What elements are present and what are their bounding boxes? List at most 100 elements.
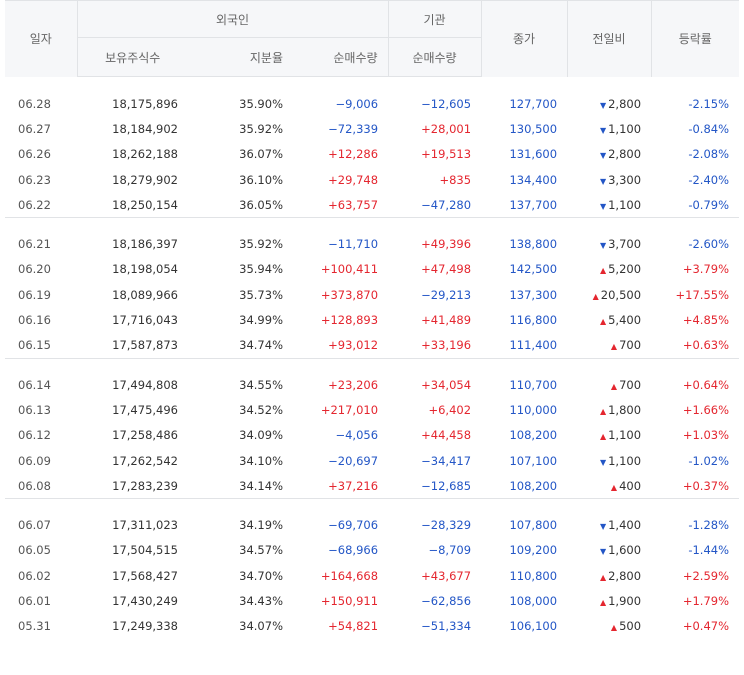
cell-date: 06.26	[18, 147, 51, 162]
cell-close: 111,400	[509, 338, 558, 353]
cell-change: ▼ 3,700	[567, 231, 651, 256]
table-row: 06.16 17,716,043 34.99% +128,893 +41,489 116,…	[5, 307, 739, 332]
cell-holding: 17,568,427	[112, 568, 178, 583]
cell-foreign-net: +23,206	[328, 377, 379, 392]
arrow-down-icon: ▼	[599, 201, 607, 211]
cell-rate: +0.63%	[682, 338, 730, 353]
cell-holding: 17,430,249	[112, 593, 178, 608]
cell-change-value: 500	[619, 619, 642, 634]
cell-ratio: 36.07%	[239, 147, 283, 162]
cell-holding: 18,186,397	[112, 237, 178, 252]
cell-change: ▲ 400	[567, 473, 651, 499]
cell-foreign-net: −69,706	[328, 518, 379, 533]
arrow-down-icon: ▼	[599, 457, 607, 467]
cell-date: 06.15	[18, 338, 51, 353]
arrow-up-icon: ▲	[599, 406, 607, 416]
cell-foreign-net: +93,012	[328, 338, 379, 353]
cell-change-value: 1,100	[608, 121, 642, 136]
cell-change-value: 700	[619, 377, 642, 392]
cell-holding: 17,494,808	[112, 377, 178, 392]
cell-ratio: 34.99%	[239, 313, 283, 328]
cell-change: ▲ 2,800	[567, 563, 651, 588]
col-rate-header: 등락률	[650, 0, 740, 77]
cell-inst-net: −12,685	[421, 478, 472, 493]
cell-change: ▼ 1,100	[567, 192, 651, 218]
cell-foreign-net: +100,411	[320, 262, 379, 277]
cell-change: ▼ 1,600	[567, 538, 651, 563]
col-inst-net-header: 순매수량	[387, 37, 482, 77]
cell-inst-net: −62,856	[421, 593, 472, 608]
cell-ratio: 34.55%	[239, 377, 283, 392]
cell-rate: +4.85%	[682, 313, 730, 328]
cell-ratio: 34.43%	[239, 593, 283, 608]
cell-close: 130,500	[509, 121, 558, 136]
cell-date: 06.16	[18, 313, 51, 328]
table-row: 06.15 17,587,873 34.74% +93,012 +33,196 111,4…	[5, 333, 739, 359]
cell-change: ▼ 2,800	[567, 91, 651, 116]
cell-ratio: 35.94%	[239, 262, 283, 277]
cell-change-value: 3,700	[608, 237, 642, 252]
cell-foreign-net: −11,710	[328, 237, 379, 252]
cell-inst-net: +44,458	[421, 428, 472, 443]
cell-date: 06.12	[18, 428, 51, 443]
cell-holding: 18,279,902	[112, 172, 178, 187]
arrow-up-icon: ▲	[610, 482, 618, 492]
cell-holding: 17,249,338	[112, 619, 178, 634]
group-separator	[5, 357, 740, 372]
cell-close: 142,500	[509, 262, 558, 277]
cell-ratio: 34.74%	[239, 338, 283, 353]
cell-foreign-net: −20,697	[328, 453, 379, 468]
investor-trading-table-wrapper: 일자 외국인 기관 종가 전일비 등락률 보유주식수 지분율 순매수량 순매수량…	[5, 0, 740, 653]
arrow-up-icon: ▲	[610, 623, 618, 633]
table-row: 06.07 17,311,023 34.19% −69,706 −28,329 107,8…	[5, 512, 739, 537]
cell-rate: -1.28%	[688, 518, 730, 533]
arrow-down-icon: ▼	[599, 241, 607, 251]
col-group-institution: 기관	[387, 0, 482, 38]
cell-foreign-net: +12,286	[328, 147, 379, 162]
cell-change-value: 1,400	[608, 518, 642, 533]
cell-foreign-net: +373,870	[320, 287, 379, 302]
cell-change: ▼ 3,300	[567, 167, 651, 192]
cell-rate: -0.79%	[688, 197, 730, 212]
cell-rate: +1.03%	[682, 428, 730, 443]
table-row: 06.09 17,262,542 34.10% −20,697 −34,417 107,1…	[5, 448, 739, 473]
cell-date: 05.31	[18, 619, 51, 634]
cell-inst-net: −29,213	[421, 287, 472, 302]
cell-inst-net: +49,396	[421, 237, 472, 252]
cell-ratio: 35.90%	[239, 96, 283, 111]
cell-inst-net: +28,001	[421, 121, 472, 136]
cell-holding: 17,258,486	[112, 428, 178, 443]
table-body: 06.28 18,175,896 35.90% −9,006 −12,605 127,70…	[5, 77, 740, 653]
cell-holding: 17,262,542	[112, 453, 178, 468]
cell-ratio: 34.57%	[239, 543, 283, 558]
cell-change: ▼ 2,800	[567, 142, 651, 167]
col-holding-header: 보유주식수	[76, 37, 188, 77]
cell-close: 138,800	[509, 237, 558, 252]
cell-inst-net: −51,334	[421, 619, 472, 634]
cell-close: 116,800	[509, 313, 558, 328]
cell-inst-net: +33,196	[421, 338, 472, 353]
cell-rate: +1.79%	[682, 593, 730, 608]
cell-close: 108,200	[509, 428, 558, 443]
cell-close: 108,000	[509, 593, 558, 608]
cell-inst-net: −12,605	[421, 96, 472, 111]
cell-rate: +2.59%	[682, 568, 730, 583]
cell-rate: -2.08%	[688, 147, 730, 162]
cell-date: 06.22	[18, 197, 51, 212]
cell-close: 131,600	[509, 147, 558, 162]
cell-date: 06.28	[18, 96, 51, 111]
col-group-foreign: 외국인	[76, 0, 389, 38]
cell-date: 06.08	[18, 478, 51, 493]
table-row: 06.27 18,184,902 35.92% −72,339 +28,001 130,5…	[5, 116, 739, 141]
col-ratio-header: 지분율	[188, 37, 293, 77]
table-row: 06.02 17,568,427 34.70% +164,668 +43,677 110,…	[5, 563, 739, 588]
cell-foreign-net: −68,966	[328, 543, 379, 558]
cell-close: 110,800	[509, 568, 558, 583]
cell-ratio: 35.73%	[239, 287, 283, 302]
cell-date: 06.21	[18, 237, 51, 252]
cell-date: 06.20	[18, 262, 51, 277]
cell-ratio: 36.05%	[239, 197, 283, 212]
group-separator	[5, 217, 740, 232]
cell-inst-net: +19,513	[421, 147, 472, 162]
cell-inst-net: +34,054	[421, 377, 472, 392]
